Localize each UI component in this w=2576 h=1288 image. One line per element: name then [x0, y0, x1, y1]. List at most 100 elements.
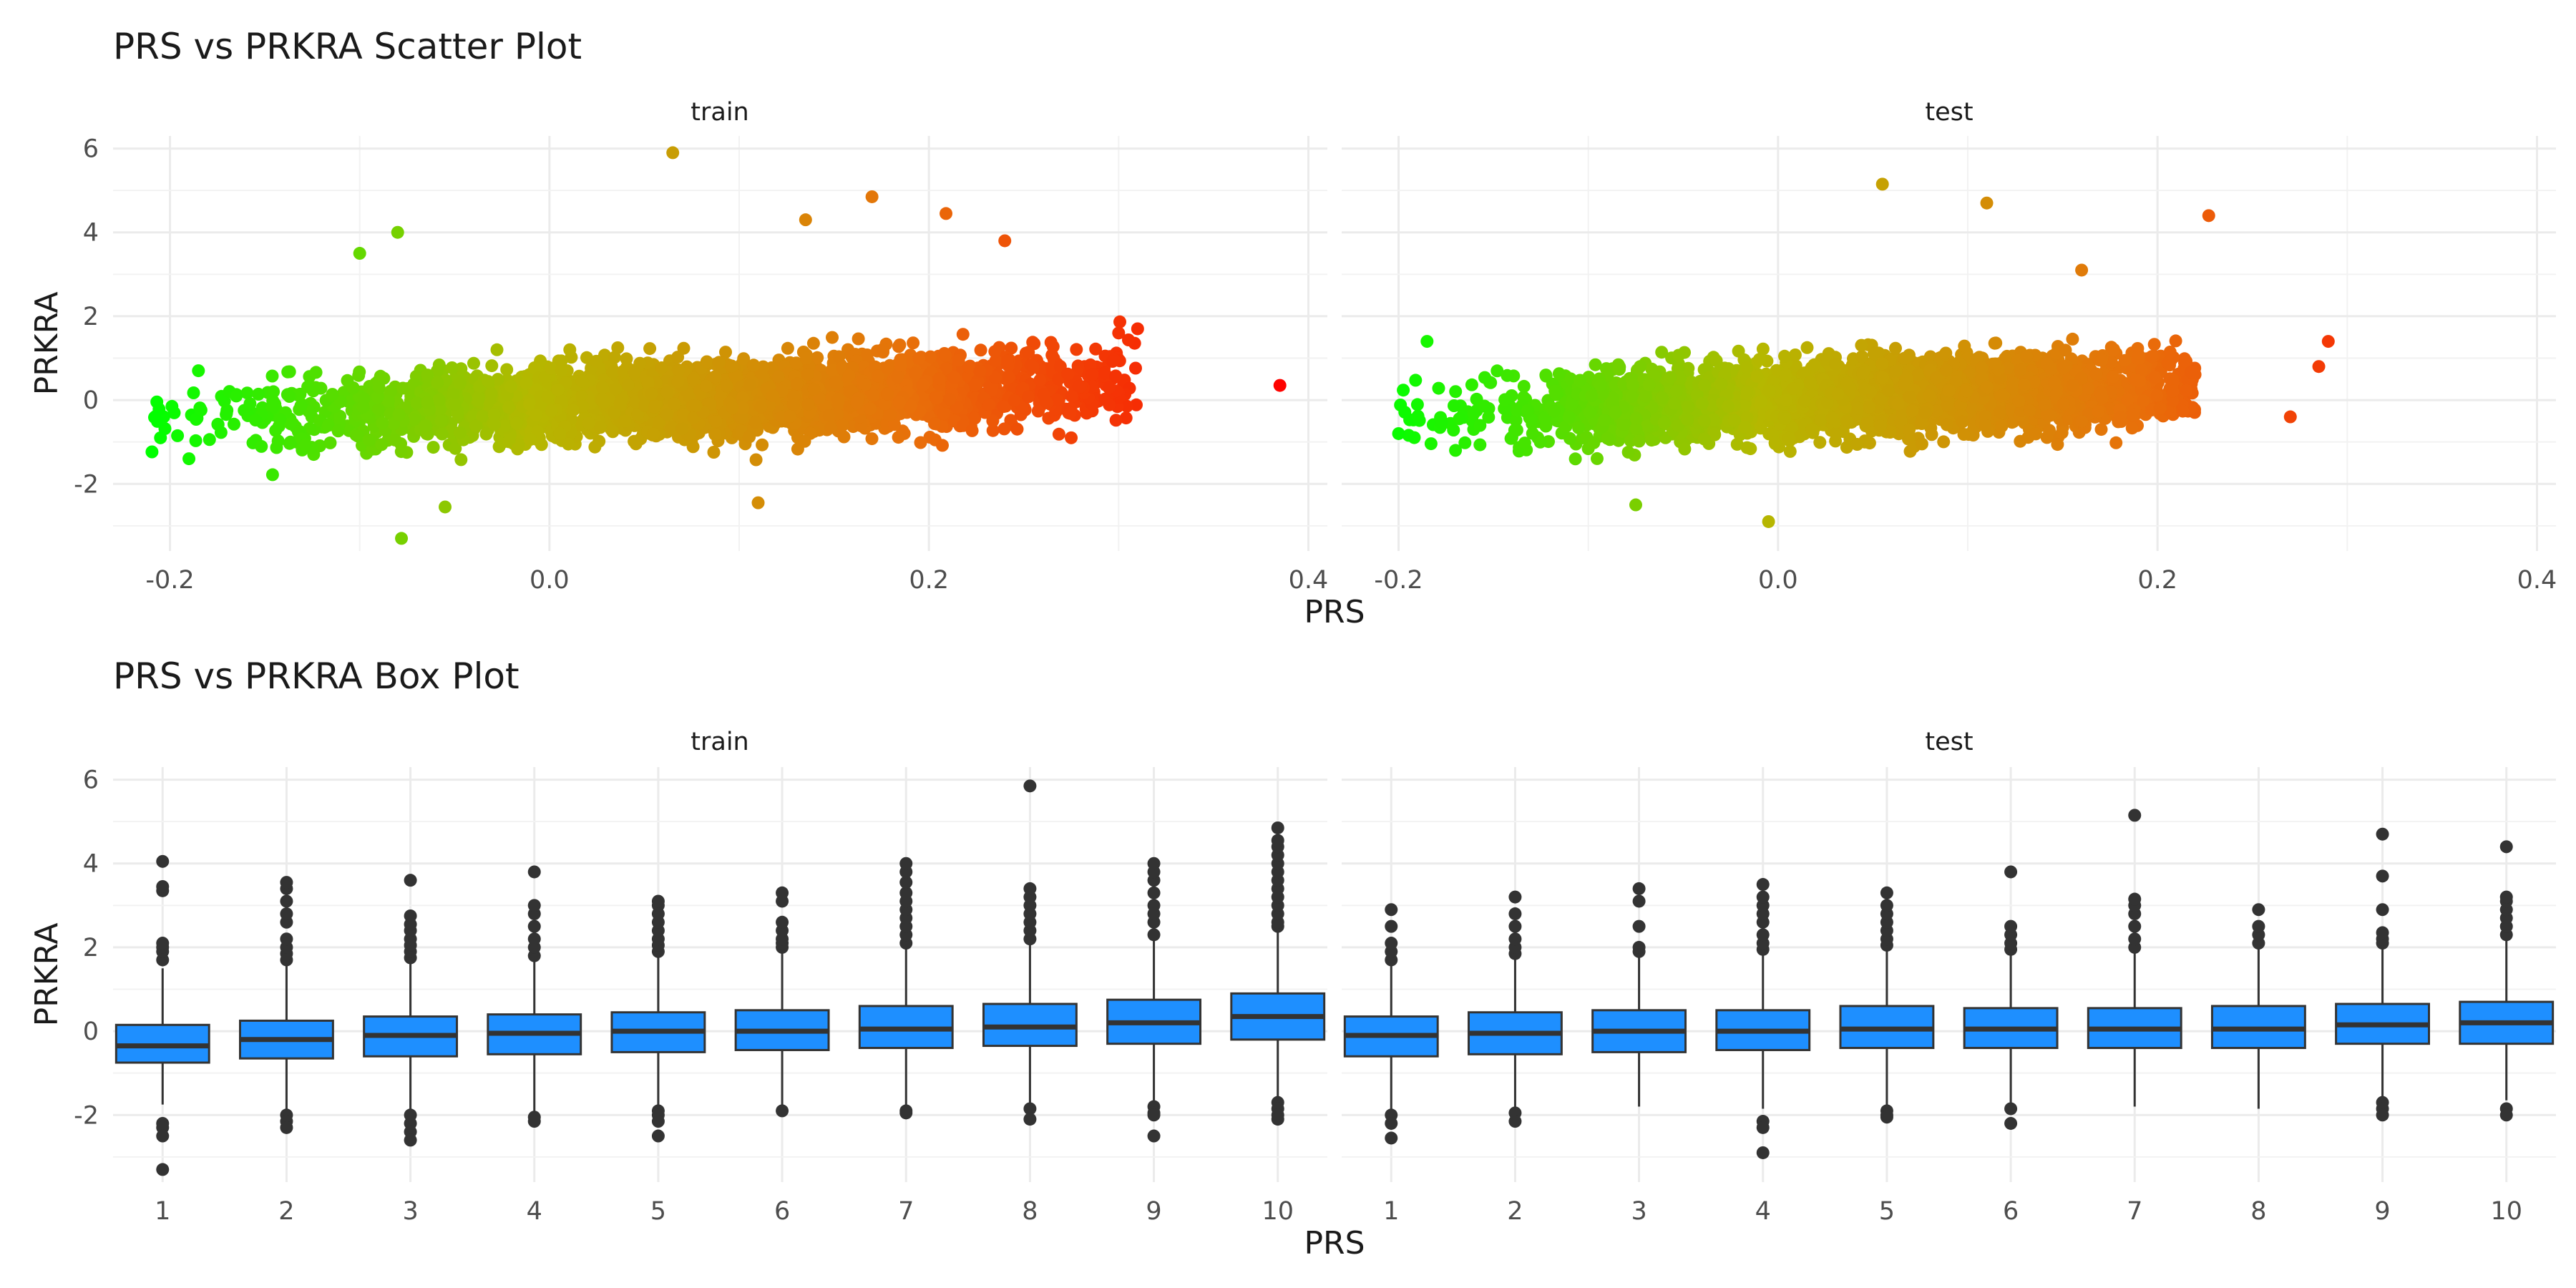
scatter-point — [530, 408, 543, 421]
scatter-point — [909, 366, 922, 380]
scatter-point — [645, 387, 658, 401]
scatter-point — [884, 408, 897, 421]
scatter-point — [1022, 390, 1035, 404]
scatter-point — [1103, 398, 1116, 411]
scatter-point — [309, 366, 323, 379]
scatter-point — [502, 401, 516, 414]
scatter-point — [445, 361, 459, 374]
scatter-point — [1063, 406, 1077, 420]
scatter-point — [998, 234, 1012, 248]
scatter-point — [283, 365, 296, 379]
scatter-point — [294, 399, 308, 413]
scatter-point — [725, 359, 738, 373]
scatter-point — [836, 419, 849, 432]
scatter-point — [1409, 374, 1423, 387]
scatter-point — [267, 385, 280, 399]
scatter-point — [301, 380, 315, 394]
scatter-point — [748, 416, 762, 429]
scatter-point — [822, 409, 836, 422]
scatter-point — [672, 364, 686, 376]
scatter-point — [671, 375, 685, 389]
scatter-point — [726, 401, 739, 414]
scatter-point — [947, 371, 961, 384]
scatter-point — [467, 410, 479, 424]
scatter-point — [1915, 437, 1928, 451]
scatter-point — [545, 404, 558, 417]
scatter-point — [563, 343, 577, 356]
scatter-point — [1432, 381, 1445, 395]
scatter-point — [754, 400, 768, 414]
scatter-point — [1008, 394, 1021, 407]
scatter-point — [720, 379, 733, 393]
scatter-point — [228, 417, 240, 431]
scatter-point — [824, 421, 838, 434]
scatter-point — [431, 376, 444, 389]
scatter-point — [395, 532, 409, 545]
scatter-point — [989, 371, 1002, 384]
scatter-point — [1061, 367, 1075, 381]
scatter-point — [482, 375, 495, 389]
scatter-point — [1783, 444, 1797, 458]
scatter-point — [1589, 358, 1602, 371]
scatter-point — [801, 398, 815, 411]
box-facet-label-test: test — [1925, 728, 1973, 756]
scatter-point — [894, 359, 907, 373]
scatter-point — [893, 396, 907, 409]
scatter-point — [700, 355, 713, 369]
scatter-point — [1273, 379, 1287, 392]
scatter-point — [940, 362, 953, 376]
scatter-point — [891, 370, 904, 384]
scatter-point — [892, 340, 905, 353]
scatter-point — [551, 383, 565, 396]
scatter-point — [545, 361, 557, 375]
scatter-point — [410, 396, 424, 410]
scatter-point — [1465, 378, 1478, 391]
scatter-point — [1080, 406, 1093, 420]
scatter-point — [881, 387, 894, 401]
scatter-point — [453, 376, 467, 389]
scatter-point — [924, 350, 937, 364]
scatter-point — [1083, 358, 1097, 371]
scatter-point — [930, 391, 944, 405]
scatter-point — [588, 440, 602, 454]
scatter-point — [381, 394, 395, 408]
scatter-y-tick-label: 2 — [83, 303, 99, 331]
scatter-point — [799, 351, 813, 365]
scatter-point — [567, 404, 580, 417]
scatter-point-cloud — [145, 315, 1143, 482]
scatter-point — [939, 349, 952, 362]
scatter-x-tick-label: 0.4 — [2517, 566, 2557, 595]
scatter-x-tick-label: 0.0 — [1758, 566, 1798, 595]
scatter-point — [376, 416, 389, 430]
scatter-y-tick-label: 6 — [83, 135, 99, 164]
scatter-point — [449, 441, 462, 455]
scatter-point — [491, 373, 504, 386]
scatter-point — [771, 370, 785, 384]
scatter-point — [326, 388, 339, 401]
scatter-point — [1089, 342, 1103, 356]
scatter-point — [384, 384, 397, 398]
scatter-point — [283, 390, 296, 403]
scatter-point — [907, 336, 920, 350]
scatter-point — [675, 422, 689, 436]
scatter-point — [617, 364, 630, 378]
scatter-point — [220, 406, 233, 420]
scatter-point — [988, 345, 1002, 358]
scatter-point — [865, 432, 879, 446]
scatter-point — [194, 404, 208, 417]
scatter-point — [555, 364, 568, 377]
scatter-point — [1002, 371, 1015, 384]
scatter-point — [2169, 334, 2182, 348]
scatter-point — [608, 351, 621, 364]
scatter-point — [500, 363, 514, 376]
scatter-point — [596, 381, 609, 394]
scatter-point — [647, 427, 660, 441]
scatter-point — [182, 452, 196, 466]
scatter-point — [1672, 348, 1685, 362]
scatter-point — [1539, 369, 1553, 382]
scatter-point — [187, 386, 200, 399]
scatter-point — [806, 336, 820, 350]
scatter-point — [666, 146, 680, 160]
scatter-point — [609, 382, 623, 396]
scatter-point — [1050, 393, 1063, 406]
